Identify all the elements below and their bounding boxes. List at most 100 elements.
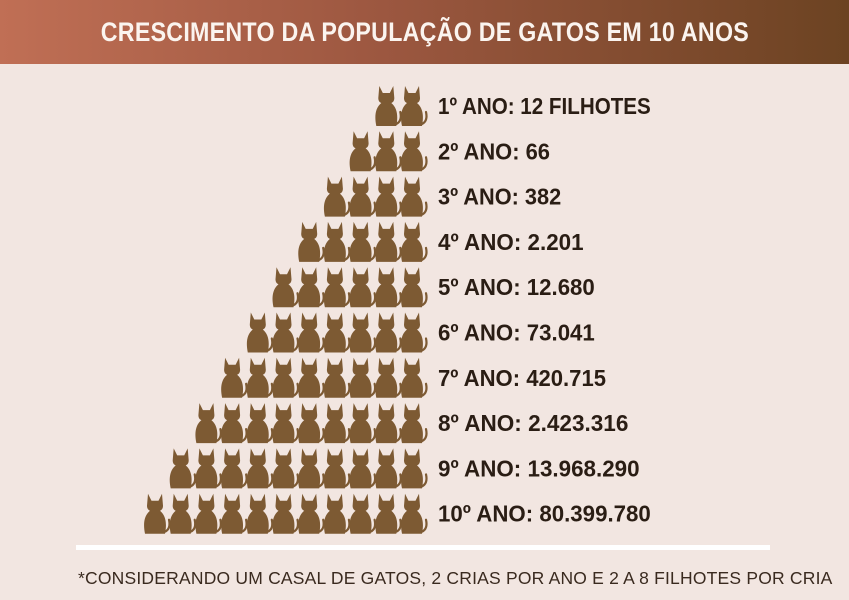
row-label: 4º ANO: 2.201 (438, 229, 584, 255)
cat-icon (349, 221, 372, 262)
cat-icon (272, 267, 295, 308)
cat-icon (272, 448, 295, 489)
row-label: 9º ANO: 13.968.290 (438, 455, 640, 481)
cat-icon (195, 448, 218, 489)
cat-icon (272, 357, 295, 398)
cat-tail (420, 518, 428, 533)
cat-tail (318, 518, 325, 533)
cat-tail (369, 156, 377, 171)
cat-tail (292, 337, 300, 352)
cat-tail (266, 337, 274, 352)
row-label: 1º ANO: 12 FILHOTES (438, 93, 651, 119)
cat-icon (298, 493, 321, 534)
cat-tail (395, 382, 402, 397)
cat-icon (298, 312, 321, 353)
cat-tail (343, 382, 351, 397)
cat-icon (298, 357, 321, 398)
cat-tail (420, 110, 428, 126)
cat-tail (369, 337, 377, 352)
cat-tail (343, 473, 351, 488)
cat-icon (349, 267, 372, 308)
cat-tail (420, 382, 428, 397)
cat-tail (420, 337, 428, 352)
cat-icon (323, 176, 346, 217)
cat-icon (375, 403, 398, 444)
cat-icon (323, 493, 346, 534)
cat-icon (401, 312, 423, 353)
title-banner: CRESCIMENTO DA POPULAÇÃO DE GATOS EM 10 … (0, 0, 849, 64)
cat-icon (272, 493, 295, 534)
cat-icon (401, 131, 423, 172)
cat-icon (401, 448, 423, 489)
cat-tail (395, 110, 402, 126)
cat-icon (323, 403, 346, 444)
cat-icon (375, 221, 398, 262)
cat-tail (318, 382, 325, 397)
page-title: CRESCIMENTO DA POPULAÇÃO DE GATOS EM 10 … (100, 16, 749, 47)
cat-icon (349, 312, 372, 353)
cat-icon (375, 448, 398, 489)
cat-tail (241, 473, 248, 488)
cat-tail (395, 156, 402, 171)
cat-icon (298, 448, 321, 489)
cat-icon (272, 403, 295, 444)
cat-icon (401, 267, 423, 308)
cat-icon (221, 493, 244, 534)
cat-icon (401, 403, 423, 444)
cat-icon (323, 357, 346, 398)
cat-tail (292, 518, 300, 533)
cat-tail (395, 518, 402, 533)
cat-icon (195, 493, 218, 534)
cat-icon (401, 176, 423, 217)
cat-icon (401, 221, 423, 262)
cat-icon (323, 448, 346, 489)
footnote: *CONSIDERANDO UM CASAL DE GATOS, 2 CRIAS… (78, 568, 833, 588)
cat-icon (401, 493, 423, 534)
row-label: 7º ANO: 420.715 (438, 365, 606, 391)
cat-tail (343, 428, 351, 443)
cat-tail (343, 518, 351, 533)
cat-icon (246, 448, 269, 489)
row-label: 8º ANO: 2.423.316 (438, 410, 628, 436)
cat-icon (375, 493, 398, 534)
cat-tail (420, 156, 428, 171)
cat-tail (189, 473, 197, 488)
cat-icon (375, 176, 398, 217)
cat-icon (375, 267, 398, 308)
cat-tail (420, 292, 428, 307)
cat-icon (349, 403, 372, 444)
cat-tail (292, 382, 300, 397)
cat-icon (323, 267, 346, 308)
cat-icon (246, 493, 269, 534)
cat-icon (298, 403, 321, 444)
cat-tail (241, 518, 248, 533)
cat-tail (369, 201, 377, 216)
cat-tail (395, 292, 402, 307)
cat-tail (215, 518, 222, 533)
row-label: 5º ANO: 12.680 (438, 274, 595, 300)
cat-icon (349, 131, 372, 172)
cat-tail (420, 201, 428, 216)
cat-tail (420, 473, 428, 488)
row-label: 6º ANO: 73.041 (438, 320, 595, 346)
cat-tail (241, 382, 248, 397)
pictograph-row: 10º ANO: 80.399.780 (144, 493, 651, 534)
cat-tail (369, 473, 377, 488)
cat-icon (401, 357, 423, 398)
cat-icon (401, 86, 423, 126)
cat-tail (318, 473, 325, 488)
cat-icon (375, 131, 398, 172)
cat-tail (292, 428, 300, 443)
pictograph-row: 1º ANO: 12 FILHOTES (375, 86, 651, 126)
cat-tail (343, 246, 351, 261)
row-label: 2º ANO: 66 (438, 138, 550, 164)
cat-icon (246, 357, 269, 398)
cat-icon (169, 493, 192, 534)
cat-icon (349, 176, 372, 217)
pictograph-row: 9º ANO: 13.968.290 (169, 448, 640, 489)
cat-tail (420, 428, 428, 443)
cat-icon (298, 221, 321, 262)
row-label: 10º ANO: 80.399.780 (438, 501, 651, 527)
cat-tail (241, 428, 248, 443)
cat-tail (318, 337, 325, 352)
